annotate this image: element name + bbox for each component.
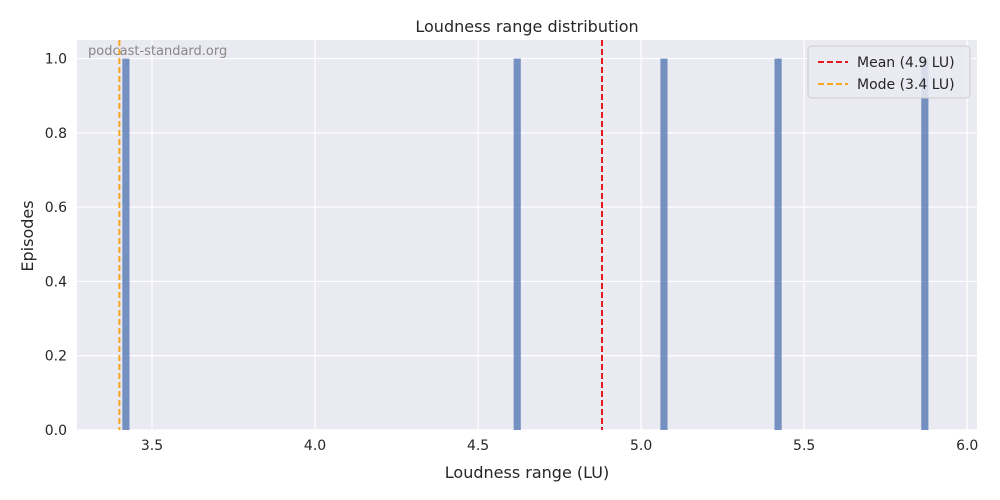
x-tick-label: 5.5: [793, 438, 815, 454]
legend-mode-label: Mode (3.4 LU): [857, 77, 955, 93]
x-tick-label: 6.0: [956, 438, 978, 454]
watermark: podcast-standard.org: [88, 44, 227, 59]
x-axis-ticks: 3.5 4.0 4.5 5.0 5.5 6.0: [141, 438, 978, 454]
chart-title: Loudness range distribution: [415, 17, 638, 36]
y-tick-label: 0.2: [45, 349, 67, 365]
histogram-bar-2: [660, 58, 668, 430]
histogram-bar-0: [122, 58, 130, 430]
gridlines: [77, 40, 977, 431]
x-tick-label: 3.5: [141, 438, 163, 454]
y-tick-label: 0.8: [45, 126, 67, 142]
y-tick-label: 0.4: [45, 274, 67, 290]
histogram-bar-4: [921, 58, 929, 430]
y-tick-label: 0.0: [45, 423, 67, 439]
histogram-bar-1: [513, 58, 521, 430]
y-tick-label: 1.0: [45, 52, 67, 68]
y-axis-ticks: 0.0 0.2 0.4 0.6 0.8 1.0: [45, 52, 67, 439]
bars-group: [122, 58, 929, 430]
reference-lines: [118, 40, 603, 430]
histogram-bar-3: [774, 58, 782, 430]
x-tick-label: 5.0: [630, 438, 652, 454]
x-tick-label: 4.5: [467, 438, 489, 454]
legend: Mean (4.9 LU) Mode (3.4 LU): [807, 45, 971, 99]
y-tick-label: 0.6: [45, 200, 67, 216]
plot-area: [77, 40, 977, 430]
x-tick-label: 4.0: [304, 438, 326, 454]
x-axis-title: Loudness range (LU): [445, 463, 609, 482]
y-axis-title: Episodes: [18, 200, 37, 271]
legend-box: [807, 45, 971, 99]
legend-mean-label: Mean (4.9 LU): [857, 55, 955, 71]
